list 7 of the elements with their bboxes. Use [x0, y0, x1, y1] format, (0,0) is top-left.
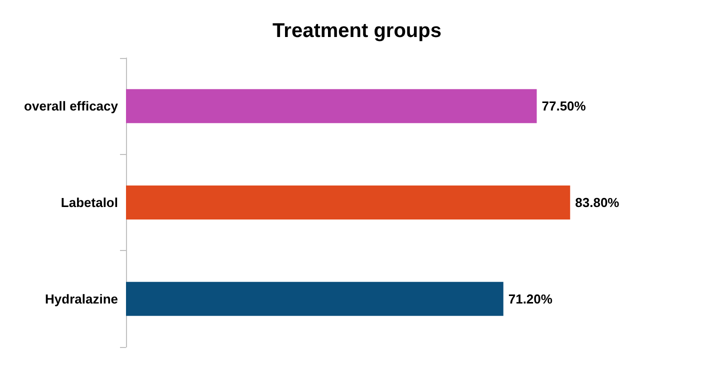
- y-tick-label: Hydralazine: [45, 291, 118, 306]
- y-tick-label: Labetalol: [60, 195, 118, 210]
- y-tick-label: overall efficacy: [24, 98, 119, 114]
- chart-title: Treatment groups: [272, 20, 442, 42]
- data-label: 83.80%: [575, 195, 620, 210]
- data-label: 71.20%: [508, 291, 553, 306]
- data-label: 77.50%: [542, 98, 586, 114]
